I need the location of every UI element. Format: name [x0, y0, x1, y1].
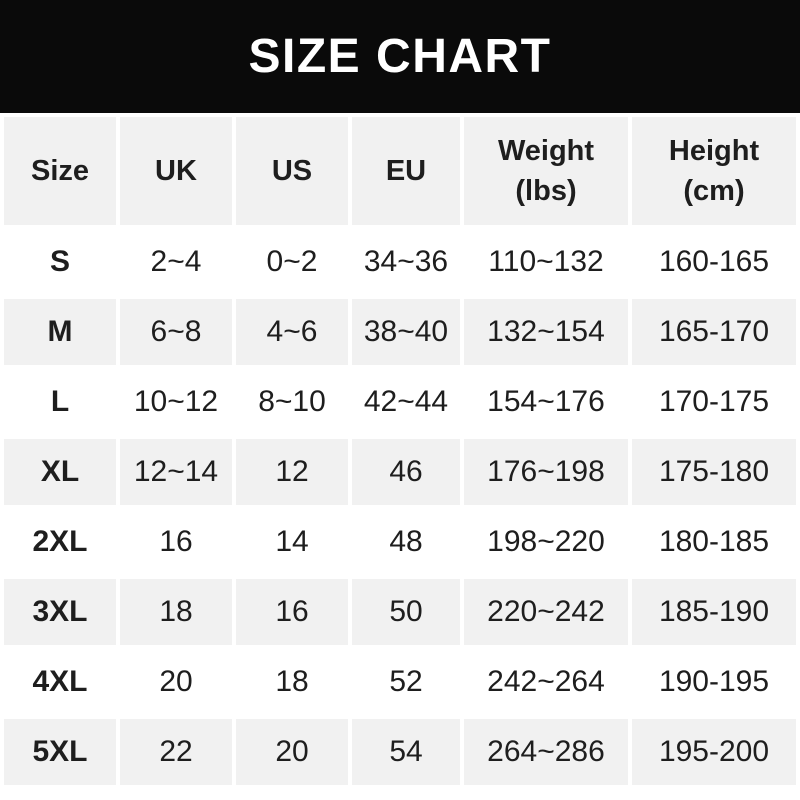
header-row: Size UK US EU Weight (lbs) Height (cm) [4, 117, 796, 225]
us-cell: 4~6 [236, 299, 348, 365]
table-row: XL 12~14 12 46 176~198 175-180 [4, 439, 796, 505]
size-cell: 2XL [4, 509, 116, 575]
column-header-us: US [236, 117, 348, 225]
column-header-label: Height [668, 135, 760, 167]
eu-cell: 50 [352, 579, 460, 645]
table-row: S 2~4 0~2 34~36 110~132 160-165 [4, 229, 796, 295]
size-cell: XL [4, 439, 116, 505]
height-cell: 195-200 [632, 719, 796, 785]
uk-cell: 18 [120, 579, 232, 645]
column-header-label: EU [385, 155, 427, 187]
table-row: 2XL 16 14 48 198~220 180-185 [4, 509, 796, 575]
column-header-label: Size [30, 155, 90, 187]
height-cell: 160-165 [632, 229, 796, 295]
column-header-eu: EU [352, 117, 460, 225]
size-cell: 5XL [4, 719, 116, 785]
us-cell: 14 [236, 509, 348, 575]
page-title: SIZE CHART [248, 30, 552, 83]
size-cell: S [4, 229, 116, 295]
height-cell: 180-185 [632, 509, 796, 575]
table-row: 5XL 22 20 54 264~286 195-200 [4, 719, 796, 785]
uk-cell: 20 [120, 649, 232, 715]
height-cell: 190-195 [632, 649, 796, 715]
height-cell: 185-190 [632, 579, 796, 645]
size-cell: L [4, 369, 116, 435]
column-header-label: UK [155, 155, 197, 187]
table-row: 4XL 20 18 52 242~264 190-195 [4, 649, 796, 715]
column-header-weight: Weight (lbs) [464, 117, 628, 225]
weight-cell: 176~198 [464, 439, 628, 505]
size-cell: M [4, 299, 116, 365]
size-cell: 4XL [4, 649, 116, 715]
column-header-label: Weight [497, 135, 595, 167]
weight-cell: 110~132 [464, 229, 628, 295]
title-bar: SIZE CHART [0, 0, 800, 113]
height-cell: 175-180 [632, 439, 796, 505]
us-cell: 16 [236, 579, 348, 645]
size-chart-table: Size UK US EU Weight (lbs) Height (cm) S… [0, 113, 800, 789]
column-header-uk: UK [120, 117, 232, 225]
table-row: M 6~8 4~6 38~40 132~154 165-170 [4, 299, 796, 365]
eu-cell: 54 [352, 719, 460, 785]
weight-cell: 264~286 [464, 719, 628, 785]
table-row: L 10~12 8~10 42~44 154~176 170-175 [4, 369, 796, 435]
weight-cell: 132~154 [464, 299, 628, 365]
eu-cell: 46 [352, 439, 460, 505]
us-cell: 18 [236, 649, 348, 715]
height-cell: 165-170 [632, 299, 796, 365]
weight-cell: 154~176 [464, 369, 628, 435]
us-cell: 0~2 [236, 229, 348, 295]
us-cell: 12 [236, 439, 348, 505]
eu-cell: 34~36 [352, 229, 460, 295]
uk-cell: 2~4 [120, 229, 232, 295]
eu-cell: 42~44 [352, 369, 460, 435]
us-cell: 20 [236, 719, 348, 785]
column-header-unit: (lbs) [515, 175, 577, 207]
us-cell: 8~10 [236, 369, 348, 435]
weight-cell: 220~242 [464, 579, 628, 645]
uk-cell: 16 [120, 509, 232, 575]
eu-cell: 52 [352, 649, 460, 715]
eu-cell: 38~40 [352, 299, 460, 365]
height-cell: 170-175 [632, 369, 796, 435]
column-header-size: Size [4, 117, 116, 225]
size-cell: 3XL [4, 579, 116, 645]
column-header-height: Height (cm) [632, 117, 796, 225]
uk-cell: 12~14 [120, 439, 232, 505]
uk-cell: 10~12 [120, 369, 232, 435]
uk-cell: 6~8 [120, 299, 232, 365]
column-header-label: US [271, 155, 313, 187]
table-row: 3XL 18 16 50 220~242 185-190 [4, 579, 796, 645]
eu-cell: 48 [352, 509, 460, 575]
weight-cell: 198~220 [464, 509, 628, 575]
weight-cell: 242~264 [464, 649, 628, 715]
column-header-unit: (cm) [683, 175, 745, 207]
uk-cell: 22 [120, 719, 232, 785]
